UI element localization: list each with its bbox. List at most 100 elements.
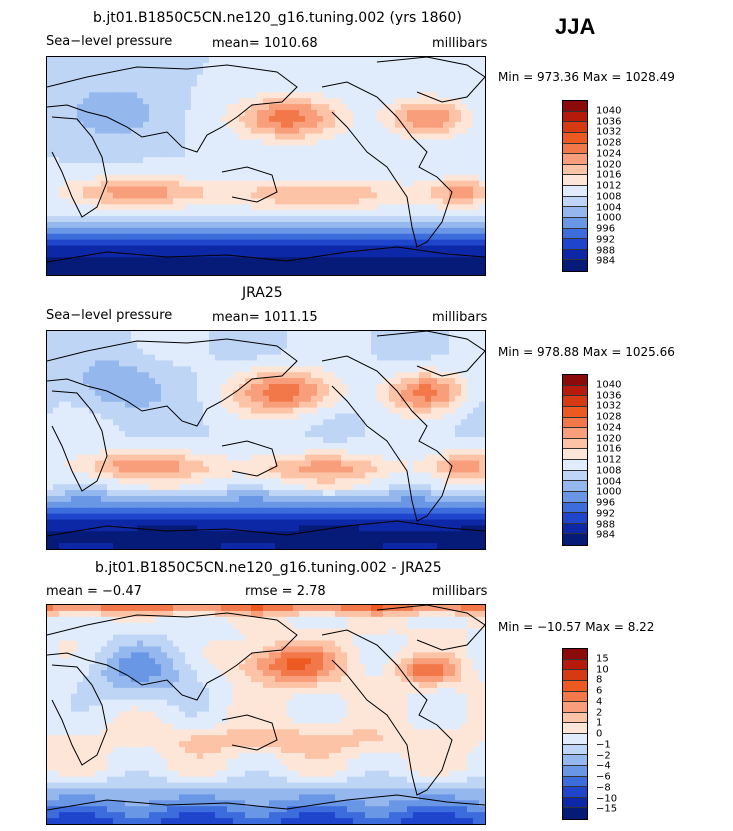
field-cell	[83, 460, 90, 468]
field-cell	[233, 74, 240, 82]
field-cell	[179, 245, 186, 253]
field-cell	[125, 57, 132, 64]
field-cell	[431, 354, 438, 362]
field-cell	[167, 378, 174, 385]
field-cell	[173, 437, 180, 444]
field-cell	[353, 401, 360, 409]
field-cell	[209, 263, 216, 270]
field-cell	[413, 454, 420, 462]
field-cell	[59, 495, 66, 503]
field-cell	[383, 180, 390, 188]
field-cell	[275, 378, 282, 385]
field-cell	[185, 239, 192, 247]
field-cell	[413, 395, 420, 403]
field-cell	[401, 68, 408, 76]
field-cell	[257, 490, 264, 497]
field-cell	[257, 180, 264, 188]
field-cell	[143, 227, 150, 235]
field-cell	[59, 263, 66, 270]
field-cell	[347, 495, 354, 503]
field-cell	[383, 115, 390, 123]
field-cell	[341, 204, 348, 211]
field-cell	[155, 395, 162, 403]
field-cell	[167, 180, 174, 188]
field-cell	[77, 442, 84, 450]
field-cell	[479, 174, 485, 182]
field-cell	[209, 163, 216, 170]
field-cell	[449, 139, 456, 146]
field-cell	[275, 92, 282, 99]
field-cell	[473, 98, 480, 105]
field-cell	[479, 407, 485, 415]
field-cell	[167, 151, 174, 158]
field-cell	[311, 92, 318, 99]
field-cell	[299, 210, 306, 217]
field-cell	[359, 227, 366, 235]
field-cell	[191, 425, 198, 432]
field-cell	[209, 466, 216, 473]
field-cell	[221, 139, 228, 146]
field-cell	[167, 354, 174, 362]
field-cell	[359, 348, 366, 356]
field-cell	[437, 115, 444, 123]
field-cell	[305, 145, 312, 152]
field-cell	[131, 437, 138, 444]
field-cell	[209, 133, 216, 141]
field-cell	[107, 221, 114, 229]
field-cell	[83, 331, 90, 338]
field-cell	[407, 484, 414, 491]
field-cell	[335, 331, 342, 338]
field-cell	[77, 157, 84, 164]
field-cell	[137, 437, 144, 444]
field-cell	[53, 348, 60, 356]
field-cell	[53, 86, 60, 93]
field-cell	[263, 395, 270, 403]
field-cell	[359, 448, 366, 456]
field-cell	[359, 192, 366, 199]
field-cell	[71, 216, 78, 223]
field-cell	[281, 251, 288, 258]
field-cell	[47, 133, 54, 141]
field-cell	[467, 210, 474, 217]
field-cell	[251, 466, 258, 473]
field-cell	[437, 210, 444, 217]
field-cell	[191, 121, 198, 129]
field-cell	[311, 501, 318, 509]
field-cell	[233, 80, 240, 88]
field-cell	[311, 157, 318, 164]
field-cell	[239, 221, 246, 229]
field-cell	[119, 115, 126, 123]
field-cell	[185, 495, 192, 503]
field-cell	[395, 490, 402, 497]
field-cell	[269, 157, 276, 164]
field-cell	[191, 507, 198, 515]
field-cell	[461, 62, 468, 70]
field-cell	[377, 360, 384, 367]
field-cell	[215, 163, 222, 170]
field-cell	[191, 186, 198, 194]
field-cell	[119, 174, 126, 182]
field-cell	[221, 57, 228, 64]
field-cell	[71, 431, 78, 438]
field-cell	[347, 460, 354, 468]
field-cell	[65, 472, 72, 479]
field-cell	[209, 239, 216, 247]
field-cell	[437, 378, 444, 385]
field-cell	[281, 86, 288, 93]
field-cell	[353, 342, 360, 350]
field-cell	[197, 204, 204, 211]
field-cell	[305, 466, 312, 473]
field-cell	[281, 484, 288, 491]
field-cell	[215, 121, 222, 129]
field-cell	[353, 133, 360, 141]
field-cell	[425, 233, 432, 241]
field-cell	[467, 62, 474, 70]
field-cell	[311, 454, 318, 462]
field-cell	[119, 192, 126, 199]
field-cell	[395, 257, 402, 264]
field-cell	[209, 419, 216, 426]
field-cell	[353, 448, 360, 456]
field-cell	[449, 86, 456, 93]
field-cell	[77, 354, 84, 362]
field-cell	[275, 484, 282, 491]
